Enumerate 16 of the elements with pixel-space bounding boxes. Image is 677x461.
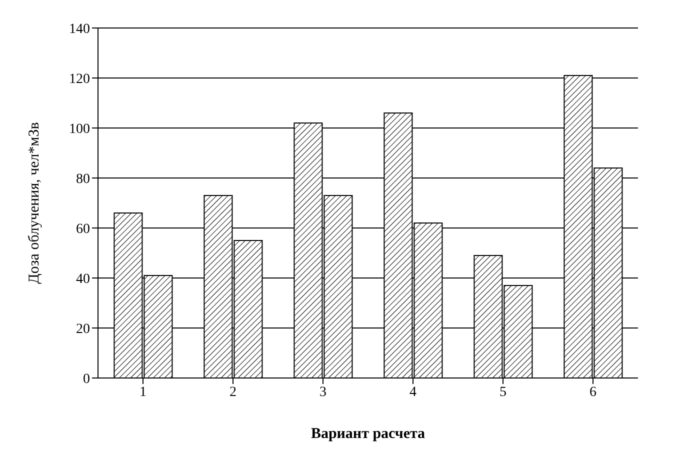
x-tick-label: 5 — [500, 384, 506, 400]
y-tick-label: 0 — [83, 372, 90, 387]
y-tick-label: 40 — [76, 272, 90, 287]
x-tick-label: 3 — [320, 384, 326, 400]
y-axis-title: Доза облучения, чел*мЗв — [26, 122, 42, 284]
x-axis-title: Вариант расчета — [310, 426, 426, 442]
y-tick-label: 60 — [76, 222, 90, 237]
x-tick-label: 6 — [590, 384, 596, 400]
y-tick-label: 80 — [76, 172, 90, 187]
y-tick-label: 120 — [69, 72, 90, 87]
x-tick-label: 2 — [230, 384, 236, 400]
y-tick-label: 20 — [76, 322, 90, 337]
x-tick-label: 4 — [410, 384, 416, 400]
y-tick-label: 100 — [69, 122, 90, 137]
y-tick-label: 140 — [69, 22, 90, 37]
x-tick-label: 1 — [140, 384, 146, 400]
